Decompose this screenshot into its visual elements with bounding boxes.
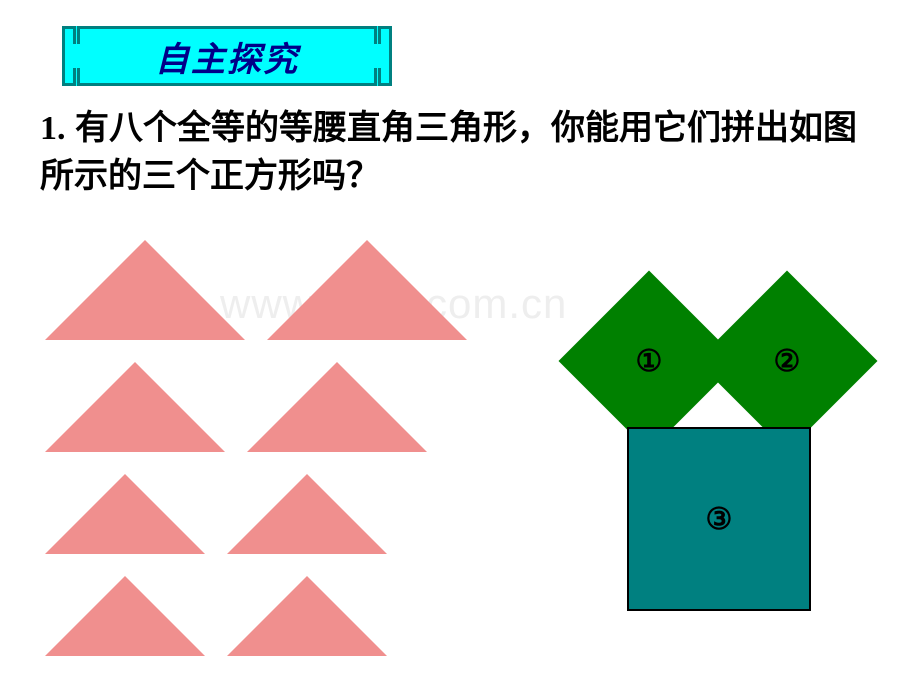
square-3: ③ <box>627 427 811 611</box>
banner-notch <box>374 68 381 86</box>
triangle-row <box>45 474 467 554</box>
triangle-row <box>45 362 467 452</box>
triangle-row <box>45 240 467 340</box>
triangle-icon <box>227 474 387 554</box>
triangles-group <box>45 240 467 678</box>
banner-notch <box>73 26 80 44</box>
triangle-icon <box>45 576 205 656</box>
triangle-icon <box>45 474 205 554</box>
triangle-icon <box>247 362 427 452</box>
question-number: 1. <box>40 110 66 147</box>
square-label: ③ <box>706 502 733 537</box>
figure-group: ① ② ③ <box>560 270 880 590</box>
section-banner: 自主探究 <box>62 26 392 86</box>
triangle-icon <box>227 576 387 656</box>
triangle-icon <box>45 240 245 340</box>
banner-notch <box>73 68 80 86</box>
banner-title: 自主探究 <box>155 32 299 81</box>
triangle-icon <box>45 362 225 452</box>
diamond-label: ① <box>636 344 663 379</box>
question-text: 1. 有八个全等的等腰直角三角形，你能用它们拼出如图所示的三个正方形吗？ <box>40 105 880 200</box>
triangle-row <box>45 576 467 656</box>
diamond-label: ② <box>774 344 801 379</box>
diamond-square-2: ② <box>696 270 877 451</box>
triangle-icon <box>267 240 467 340</box>
banner-notch <box>374 26 381 44</box>
question-body: 有八个全等的等腰直角三角形，你能用它们拼出如图所示的三个正方形吗？ <box>40 109 857 195</box>
